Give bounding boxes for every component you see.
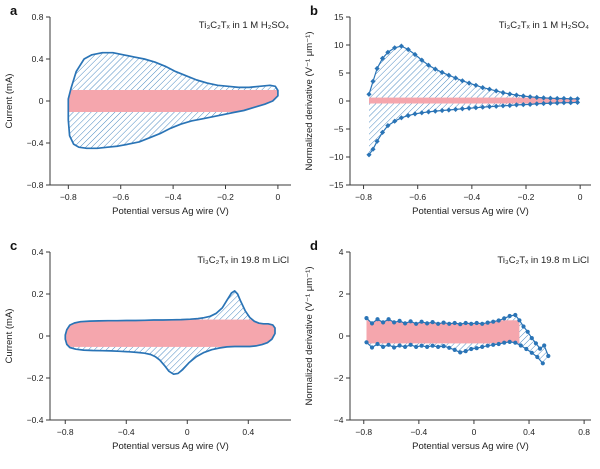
svg-text:0.4: 0.4 xyxy=(523,427,535,437)
svg-text:5: 5 xyxy=(339,68,344,78)
svg-text:−0.2: −0.2 xyxy=(27,373,44,383)
svg-text:−0.8: −0.8 xyxy=(355,192,372,202)
svg-text:Normalized derivative (V⁻¹ μm⁻: Normalized derivative (V⁻¹ μm⁻¹) xyxy=(304,31,315,170)
svg-text:Potential versus Ag wire (V): Potential versus Ag wire (V) xyxy=(412,441,529,452)
svg-text:−15: −15 xyxy=(329,180,344,190)
svg-text:Current (mA): Current (mA) xyxy=(4,74,15,129)
svg-text:0.8: 0.8 xyxy=(32,12,44,22)
svg-text:−0.4: −0.4 xyxy=(27,415,44,425)
chart-d-derivative-licl: −0.8 −0.4 0 0.4 0.8 −4 −2 0 2 4 Potential versus A… xyxy=(304,247,591,452)
chart-a-cv-h2so4: −0.8 −0.6 −0.4 −0.2 0 −0.8 −0.4 0 0.4 0.8 Potentia… xyxy=(4,12,291,217)
svg-text:0.4: 0.4 xyxy=(32,247,44,257)
svg-text:−4: −4 xyxy=(334,415,344,425)
svg-text:Ti₃C₂Tₓ in 19.8 m LiCl: Ti₃C₂Tₓ in 19.8 m LiCl xyxy=(197,255,289,266)
svg-text:2: 2 xyxy=(339,289,344,299)
chart-c-cv-licl: −0.8 −0.4 0 0.4 −0.4 −0.2 0 0.2 0.4 Potential ver… xyxy=(4,247,291,452)
svg-text:−0.2: −0.2 xyxy=(217,192,234,202)
svg-text:−10: −10 xyxy=(329,152,344,162)
svg-text:Potential versus Ag wire (V): Potential versus Ag wire (V) xyxy=(412,206,529,217)
panel-b: b −0.8 −0.6 −0.4 −0.2 0 −15 −10 −5 0 5 10 15 Potenti… xyxy=(300,1,600,235)
svg-text:0.4: 0.4 xyxy=(32,54,44,64)
svg-text:0: 0 xyxy=(339,331,344,341)
svg-text:−0.4: −0.4 xyxy=(118,427,135,437)
svg-text:0.4: 0.4 xyxy=(242,427,254,437)
svg-text:−0.8: −0.8 xyxy=(57,427,74,437)
svg-text:Normalized derivative (V⁻¹ μm⁻: Normalized derivative (V⁻¹ μm⁻¹) xyxy=(304,266,315,405)
svg-text:−0.6: −0.6 xyxy=(112,192,129,202)
svg-text:0: 0 xyxy=(472,427,477,437)
panel-d: d −0.8 −0.4 0 0.4 0.8 −4 −2 0 2 4 Potential versus… xyxy=(300,236,600,469)
svg-text:4: 4 xyxy=(339,247,344,257)
svg-text:0.8: 0.8 xyxy=(578,427,590,437)
svg-text:−0.4: −0.4 xyxy=(165,192,182,202)
svg-text:0.2: 0.2 xyxy=(32,289,44,299)
svg-text:−0.6: −0.6 xyxy=(409,192,426,202)
panel-a: a −0.8 −0.6 −0.4 −0.2 0 −0.8 −0.4 0 0.4 0.8 Potent… xyxy=(0,1,300,235)
svg-text:−0.8: −0.8 xyxy=(355,427,372,437)
svg-text:Potential versus Ag wire (V): Potential versus Ag wire (V) xyxy=(112,441,229,452)
svg-text:−0.4: −0.4 xyxy=(463,192,480,202)
svg-text:0: 0 xyxy=(39,331,44,341)
svg-text:−5: −5 xyxy=(334,124,344,134)
panel-letter-d: d xyxy=(310,238,318,253)
svg-text:−0.2: −0.2 xyxy=(518,192,535,202)
svg-text:Potential versus Ag wire (V): Potential versus Ag wire (V) xyxy=(112,206,229,217)
panel-c: c −0.8 −0.4 0 0.4 −0.4 −0.2 0 0.2 0.4 Potential v… xyxy=(0,236,300,469)
svg-text:0: 0 xyxy=(578,192,583,202)
svg-text:0: 0 xyxy=(339,96,344,106)
svg-text:0: 0 xyxy=(276,192,281,202)
chart-b-derivative-h2so4: −0.8 −0.6 −0.4 −0.2 0 −15 −10 −5 0 5 10 15 Potential… xyxy=(304,12,591,217)
svg-text:−0.8: −0.8 xyxy=(27,180,44,190)
svg-text:Current (mA): Current (mA) xyxy=(4,309,15,364)
svg-text:0: 0 xyxy=(185,427,190,437)
svg-text:−0.8: −0.8 xyxy=(60,192,77,202)
panel-letter-c: c xyxy=(10,238,18,253)
svg-text:Ti₃C₂Tₓ in 1 M H₂SO₄: Ti₃C₂Tₓ in 1 M H₂SO₄ xyxy=(499,20,589,31)
svg-text:−0.4: −0.4 xyxy=(27,138,44,148)
svg-text:Ti₃C₂Tₓ in 19.8 m LiCl: Ti₃C₂Tₓ in 19.8 m LiCl xyxy=(497,255,589,266)
panel-letter-b: b xyxy=(310,3,318,18)
panel-letter-a: a xyxy=(10,3,18,18)
svg-text:15: 15 xyxy=(334,12,344,22)
svg-text:0: 0 xyxy=(39,96,44,106)
svg-text:10: 10 xyxy=(334,40,344,50)
svg-text:−2: −2 xyxy=(334,373,344,383)
svg-text:−0.4: −0.4 xyxy=(410,427,427,437)
svg-text:Ti₃C₂Tₓ in 1 M H₂SO₄: Ti₃C₂Tₓ in 1 M H₂SO₄ xyxy=(199,20,289,31)
